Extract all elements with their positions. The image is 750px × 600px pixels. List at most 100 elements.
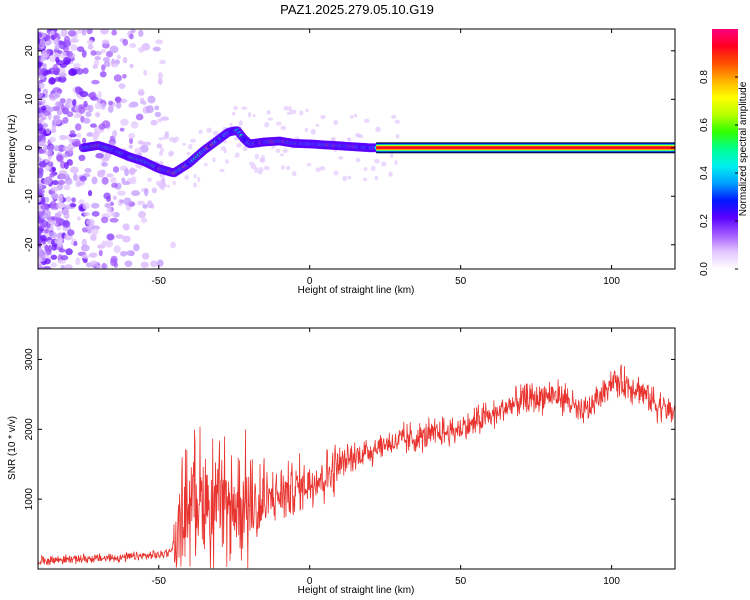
spectrogram-cell xyxy=(67,29,77,37)
snr-frame xyxy=(37,327,676,570)
spectrogram-cell xyxy=(39,223,46,228)
snr-y-tick-label: 3000 xyxy=(24,348,35,371)
spectrogram-cell xyxy=(363,177,368,182)
spectrogram-cell xyxy=(56,202,66,209)
spectrogram-cell xyxy=(264,122,270,128)
spectrogram-cell xyxy=(275,148,281,154)
spectrogram-cell xyxy=(38,93,44,98)
spectrogram-cell xyxy=(99,71,107,78)
spectrogram-cell xyxy=(231,111,236,116)
spectrogram-cell xyxy=(42,123,49,128)
spectrogram-cell xyxy=(184,174,190,180)
spectrogram-cell xyxy=(315,123,320,127)
snr-x-tick-label: 0 xyxy=(307,576,313,587)
spectrogram-cell xyxy=(38,134,43,143)
spectrogram-cell xyxy=(70,166,79,174)
spectrogram-cell xyxy=(38,211,44,217)
spectrogram-cell xyxy=(145,105,154,114)
spectrogram-cell xyxy=(233,105,238,111)
spectrogram-cell xyxy=(51,166,56,172)
spectrogram-cell xyxy=(95,152,104,159)
spectrogram-cell xyxy=(92,64,98,69)
spectrogram-cell xyxy=(160,147,165,153)
spectrogram-cell xyxy=(38,36,41,45)
spectrogram-cell xyxy=(142,141,152,146)
spectrogram-cell xyxy=(52,64,59,72)
spectrogram-cell xyxy=(142,204,148,209)
spectrogram-cell xyxy=(110,211,115,217)
spectrogram-cell xyxy=(394,159,398,166)
spectrogram-cell xyxy=(280,165,285,170)
spectrogram-cell xyxy=(206,127,212,134)
spectrogram-cell xyxy=(109,135,116,143)
spectrogram-cell xyxy=(290,109,297,115)
spectrogram-cell xyxy=(347,175,352,180)
spectrogram-cell xyxy=(374,158,380,164)
spectrogram-cell xyxy=(38,123,44,132)
spectrogram-cell xyxy=(53,38,59,45)
spectrogram-cell xyxy=(59,59,64,65)
colorbar-tick-label: 0.2 xyxy=(699,214,710,228)
spectrogram-cell xyxy=(55,216,63,225)
spectrogram-cell xyxy=(73,63,81,69)
spectrogram-cell xyxy=(370,165,376,172)
spectrogram-cell xyxy=(70,203,77,208)
spectrogram-cell xyxy=(82,202,90,210)
spectrogram-cell xyxy=(71,197,76,203)
spectrogram-cell xyxy=(172,180,176,186)
spectrogram-cell xyxy=(57,66,66,75)
spectrogram-cell xyxy=(57,179,66,185)
spectrogram-cell xyxy=(38,87,42,93)
spectrogram-cell xyxy=(64,205,69,211)
spectrogram-cell xyxy=(144,188,149,197)
spectrogram-cell xyxy=(349,114,354,119)
colorbar-tick-label: 0.4 xyxy=(699,166,710,180)
spectrogram-cell xyxy=(88,252,98,258)
spectrogram-cell xyxy=(48,93,58,102)
spectrogram-cell xyxy=(66,111,74,118)
spectrogram-cell xyxy=(85,111,92,118)
spectrogram-cell xyxy=(63,220,69,227)
spectrogram-cell xyxy=(113,74,122,82)
spectrogram-cell xyxy=(109,45,119,54)
spectrogram-cell xyxy=(91,211,100,217)
spectrogram-cell xyxy=(64,196,72,202)
spectrogram-cell xyxy=(63,35,71,44)
spectrogram-cell xyxy=(338,156,344,160)
spectrogram-cell xyxy=(85,225,92,230)
spectrogram-cell xyxy=(137,88,145,96)
spectrogram-cell xyxy=(138,46,145,53)
spectrogram-cell xyxy=(79,175,87,182)
spectrogram-cell xyxy=(304,127,309,133)
spectrogram-cell xyxy=(51,124,57,132)
snr-x-axis-label: Height of straight line (km) xyxy=(298,585,415,596)
spectrogram-cell xyxy=(55,56,60,63)
spectrogram-cell xyxy=(151,187,158,194)
spectrogram-cell xyxy=(193,182,197,188)
spectrogram-cell xyxy=(118,83,126,90)
spectrogram-cell xyxy=(48,77,56,85)
spectrogram-cell xyxy=(310,128,316,135)
spectrogram-cell xyxy=(65,50,73,58)
spectrogram-cell xyxy=(257,170,263,175)
spectrogram-cell xyxy=(44,244,49,253)
spectrogram-cell xyxy=(160,185,166,191)
spectrogram-cell xyxy=(58,75,67,83)
spectrogram-cell xyxy=(87,104,94,113)
spectrogram-cell xyxy=(71,68,77,76)
spectrogram-cell xyxy=(97,169,105,178)
spectrogram-cell xyxy=(286,111,292,116)
spectrogram-cell xyxy=(219,168,225,173)
spectrogram-cell xyxy=(38,249,44,256)
spectrogram-cell xyxy=(46,106,55,113)
spectrogram-cell xyxy=(81,49,87,58)
spectrogram-cell xyxy=(120,118,129,126)
spectrogram-cell xyxy=(38,141,45,147)
spectrogram-cell xyxy=(38,167,44,173)
spectrogram-cell xyxy=(160,116,169,121)
spectrogram-cell xyxy=(51,180,59,186)
spectrogram-cell xyxy=(45,127,51,134)
spectrogram-cell xyxy=(115,96,122,104)
spectrogram-cell xyxy=(82,67,89,75)
spectrogram-cell xyxy=(40,115,47,121)
